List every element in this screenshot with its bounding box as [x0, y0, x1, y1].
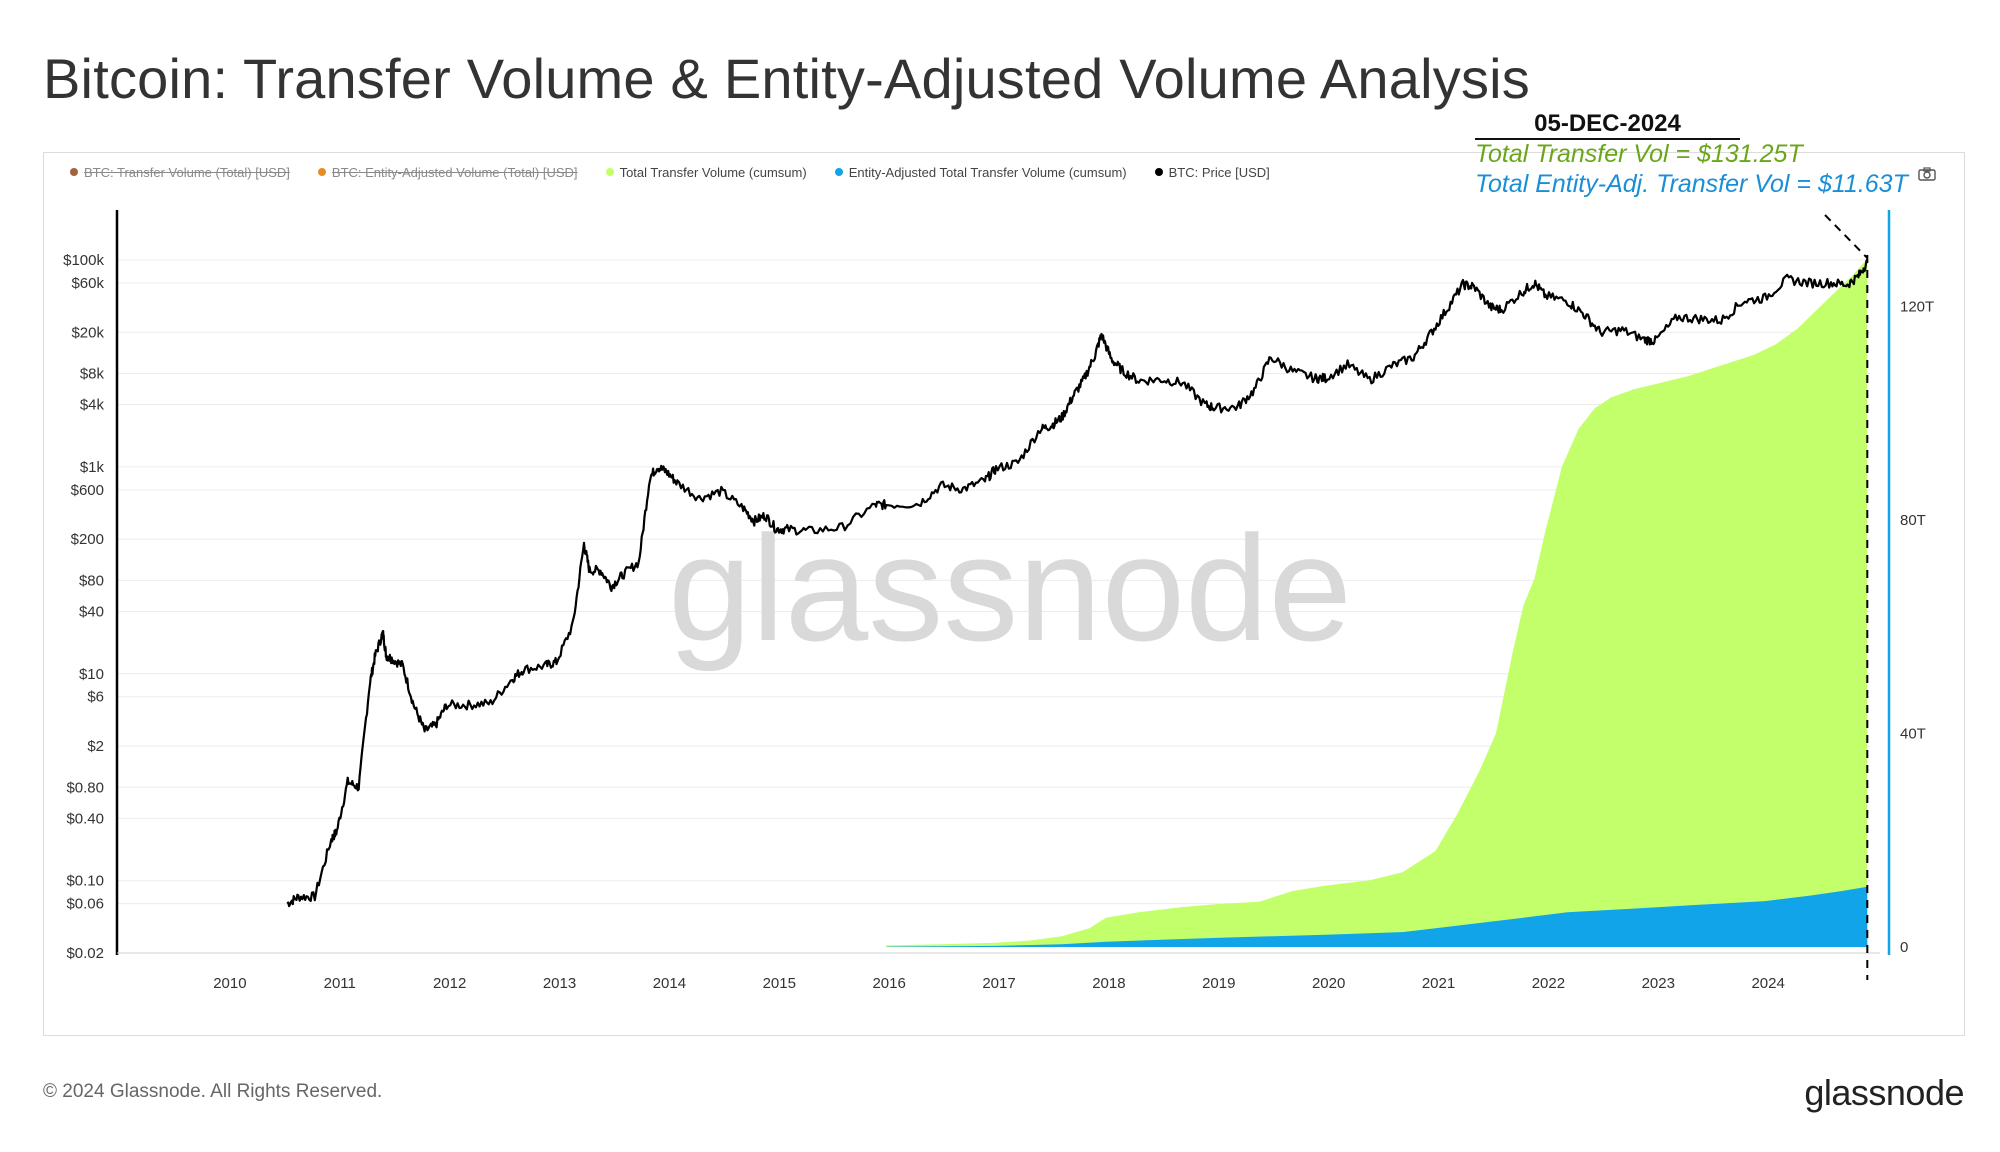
legend-label: BTC: Entity-Adjusted Volume (Total) [USD…: [331, 164, 578, 180]
y-left-tick-label: $600: [71, 482, 104, 499]
legend-label: BTC: Transfer Volume (Total) [USD]: [84, 164, 290, 180]
legend-dot: [834, 168, 843, 176]
y-right-tick-label: 40T: [1900, 726, 1926, 743]
x-tick-label: 2023: [1642, 975, 1675, 992]
legend-label: BTC: Price [USD]: [1168, 164, 1270, 180]
legend-dot: [605, 168, 614, 176]
legend-item-entity-adjusted-volume[interactable]: BTC: Entity-Adjusted Volume (Total) [USD…: [317, 164, 578, 180]
y-left-tick-label: $0.40: [66, 810, 104, 827]
watermark: glassnode: [668, 504, 1352, 672]
annotation-entity-adjusted: Total Entity-Adj. Transfer Vol = $11.63T: [1475, 170, 1908, 198]
y-left-tick-label: $200: [71, 531, 104, 548]
total-transfer-area: [886, 258, 1868, 947]
x-tick-label: 2011: [324, 975, 356, 992]
y-left-tick-label: $20k: [71, 324, 104, 341]
footer-logo: glassnode: [1804, 1072, 1964, 1113]
legend: BTC: Transfer Volume (Total) [USD] BTC: …: [70, 162, 1270, 182]
x-tick-label: 2012: [433, 975, 466, 992]
y-left-tick-label: $0.06: [66, 896, 104, 913]
legend-label: Total Transfer Volume (cumsum): [619, 164, 807, 180]
x-tick-label: 2020: [1312, 975, 1345, 992]
x-tick-label: 2013: [543, 975, 576, 992]
page-title: Bitcoin: Transfer Volume & Entity-Adjust…: [43, 47, 1530, 110]
x-tick-label: 2017: [982, 975, 1015, 992]
y-left-tick-label: $40: [79, 604, 104, 621]
x-tick-label: 2015: [763, 975, 796, 992]
y-left-tick-label: $60k: [71, 275, 104, 292]
legend-dot: [1154, 168, 1163, 176]
annotation-date: 05-DEC-2024: [1475, 110, 1740, 140]
y-left-tick-label: $100k: [63, 252, 104, 269]
legend-dot: [317, 168, 326, 176]
y-left-tick-label: $10: [79, 666, 104, 683]
y-right-tick-label: 0: [1900, 939, 1908, 956]
legend-item-entity-adjusted-cumsum[interactable]: Entity-Adjusted Total Transfer Volume (c…: [834, 164, 1127, 180]
y-left-tick-label: $4k: [80, 397, 105, 414]
y-left-tick-label: $6: [87, 689, 104, 706]
x-tick-label: 2019: [1202, 975, 1235, 992]
btc-price-line: [286, 259, 1869, 908]
x-tick-label: 2010: [213, 975, 246, 992]
legend-item-btc-price[interactable]: BTC: Price [USD]: [1154, 164, 1270, 180]
y-left-tick-label: $0.10: [66, 873, 104, 890]
y-right-tick-label: 120T: [1900, 299, 1934, 316]
y-left-tick-label: $8k: [80, 365, 105, 382]
x-tick-label: 2021: [1422, 975, 1455, 992]
footer-copyright: © 2024 Glassnode. All Rights Reserved.: [43, 1081, 383, 1102]
legend-label: Entity-Adjusted Total Transfer Volume (c…: [848, 164, 1127, 180]
x-tick-label: 2018: [1092, 975, 1125, 992]
annotation-total-transfer: Total Transfer Vol = $131.25T: [1475, 140, 1803, 168]
x-tick-label: 2022: [1532, 975, 1565, 992]
y-left-tick-label: $80: [79, 572, 104, 589]
entity-adjusted-area: [886, 886, 1868, 947]
x-tick-label: 2016: [872, 975, 905, 992]
y-left-tick-label: $1k: [80, 459, 105, 476]
annotation-leader-line: [1824, 214, 1869, 259]
legend-item-transfer-volume[interactable]: BTC: Transfer Volume (Total) [USD]: [70, 165, 290, 180]
legend-dot: [70, 168, 78, 176]
x-tick-label: 2014: [653, 975, 686, 992]
y-right-tick-label: 80T: [1900, 512, 1926, 529]
camera-icon[interactable]: [1918, 167, 1936, 181]
legend-item-total-transfer-cumsum[interactable]: Total Transfer Volume (cumsum): [605, 164, 807, 180]
y-left-tick-label: $0.02: [66, 945, 104, 962]
y-left-tick-label: $2: [87, 738, 104, 755]
x-tick-label: 2024: [1751, 975, 1784, 992]
y-left-tick-label: $0.80: [66, 779, 104, 796]
